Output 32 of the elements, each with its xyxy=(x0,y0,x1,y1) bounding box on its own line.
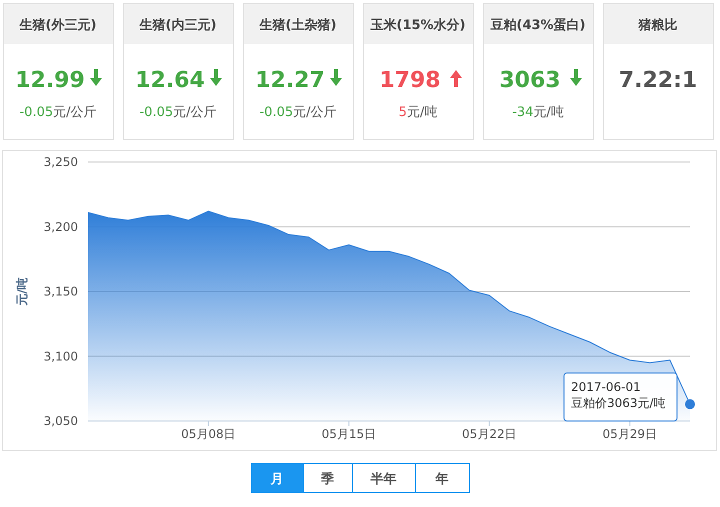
text: 生猪(土杂猪) xyxy=(258,18,336,33)
text: 12.99 xyxy=(15,68,85,93)
text: 生猪(内三元) xyxy=(138,18,216,33)
text: 月 xyxy=(270,472,284,487)
y-tick-label: 3,150 xyxy=(44,284,78,298)
text: -0.05元/公斤 xyxy=(19,105,97,120)
text: 季 xyxy=(320,471,334,487)
text: 12.64 xyxy=(135,68,205,93)
text: 半年 xyxy=(370,472,396,487)
x-tick-label: 05月08日 xyxy=(181,427,236,441)
y-axis-title: 元/吨 xyxy=(15,277,29,307)
text: -0.05元/公斤 xyxy=(139,105,217,120)
x-tick-label: 05月15日 xyxy=(322,427,376,441)
text: 年 xyxy=(434,472,448,487)
text: 豆粕(43%蛋白) xyxy=(490,18,586,33)
y-tick-label: 3,100 xyxy=(44,349,78,364)
x-tick-label: 05月29日 xyxy=(602,427,658,441)
text: -0.05元/公斤 xyxy=(259,105,337,120)
text: 3063 xyxy=(499,68,561,93)
text: 5元/吨 xyxy=(398,105,438,120)
text: 猪粮比 xyxy=(638,17,678,33)
text: 1798 xyxy=(379,68,441,93)
y-tick-label: 3,200 xyxy=(44,220,78,234)
text: -34元/吨 xyxy=(512,105,564,120)
text: 玉米(15%水分) xyxy=(370,18,466,33)
text: 生猪(外三元) xyxy=(18,18,96,33)
annotation: 2017-06-01 豆粕价3063元/吨 xyxy=(571,380,666,410)
text: 7.22:1 xyxy=(618,68,698,93)
text: 12.27 xyxy=(255,68,325,93)
y-tick-label: 3,250 xyxy=(44,155,78,169)
y-tick-label: 3,050 xyxy=(44,414,78,428)
x-tick-label: 05月22日 xyxy=(462,427,517,441)
